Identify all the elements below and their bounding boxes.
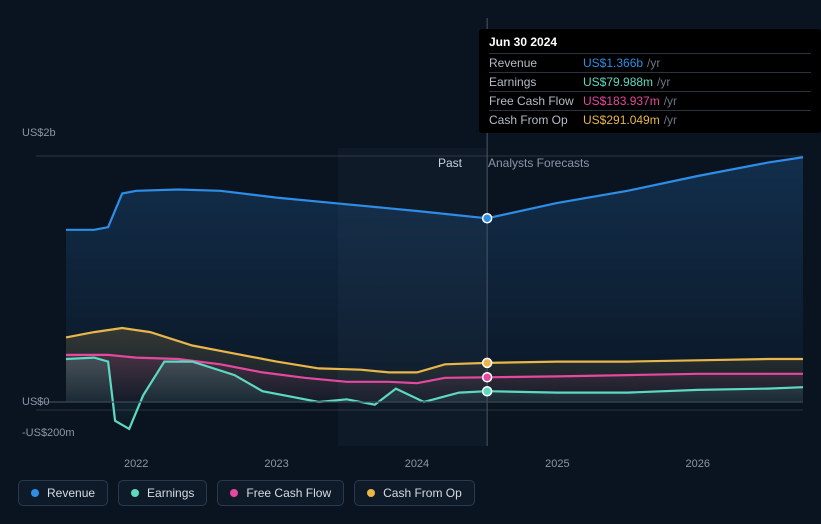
tooltip-metric: Cash From Op	[489, 113, 583, 127]
legend-label: Earnings	[147, 486, 194, 500]
x-axis-label: 2026	[685, 458, 709, 470]
y-axis-label: -US$200m	[22, 427, 75, 439]
cursor-dot-fcf	[483, 373, 492, 382]
tooltip-value: US$79.988m	[583, 75, 653, 89]
x-axis-label: 2025	[545, 458, 569, 470]
x-axis-label: 2023	[264, 458, 288, 470]
legend-item-cfo[interactable]: Cash From Op	[354, 480, 475, 506]
cursor-dot-cfo	[483, 358, 492, 367]
legend-dot-icon	[230, 489, 238, 497]
forecast-label: Analysts Forecasts	[488, 156, 589, 170]
tooltip-unit: /yr	[647, 56, 660, 70]
chart-legend: Revenue Earnings Free Cash Flow Cash From O…	[18, 480, 475, 506]
tooltip-row: Cash From OpUS$291.049m/yr	[489, 110, 811, 129]
chart-area: Past Analysts Forecasts Jun 30 2024 Reve…	[18, 18, 803, 464]
legend-item-fcf[interactable]: Free Cash Flow	[217, 480, 344, 506]
y-axis-label: US$2b	[22, 127, 56, 139]
legend-item-earnings[interactable]: Earnings	[118, 480, 207, 506]
tooltip-value: US$1.366b	[583, 56, 643, 70]
tooltip-row: Free Cash FlowUS$183.937m/yr	[489, 91, 811, 110]
past-label: Past	[438, 156, 462, 170]
tooltip-row: RevenueUS$1.366b/yr	[489, 53, 811, 72]
tooltip-unit: /yr	[664, 94, 677, 108]
legend-label: Revenue	[47, 486, 95, 500]
tooltip-metric: Revenue	[489, 56, 583, 70]
legend-dot-icon	[131, 489, 139, 497]
tooltip-row: EarningsUS$79.988m/yr	[489, 72, 811, 91]
chart-tooltip: Jun 30 2024 RevenueUS$1.366b/yrEarningsU…	[479, 29, 821, 133]
legend-dot-icon	[367, 489, 375, 497]
y-axis-label: US$0	[22, 396, 50, 408]
tooltip-unit: /yr	[664, 113, 677, 127]
x-axis-label: 2022	[124, 458, 148, 470]
tooltip-unit: /yr	[657, 75, 670, 89]
legend-label: Cash From Op	[383, 486, 462, 500]
tooltip-metric: Free Cash Flow	[489, 94, 583, 108]
tooltip-value: US$183.937m	[583, 94, 660, 108]
x-axis-label: 2024	[405, 458, 429, 470]
cursor-dot-earnings	[483, 387, 492, 396]
tooltip-metric: Earnings	[489, 75, 583, 89]
legend-dot-icon	[31, 489, 39, 497]
tooltip-value: US$291.049m	[583, 113, 660, 127]
legend-item-revenue[interactable]: Revenue	[18, 480, 108, 506]
tooltip-date: Jun 30 2024	[489, 35, 811, 49]
legend-label: Free Cash Flow	[246, 486, 331, 500]
cursor-dot-revenue	[483, 214, 492, 223]
